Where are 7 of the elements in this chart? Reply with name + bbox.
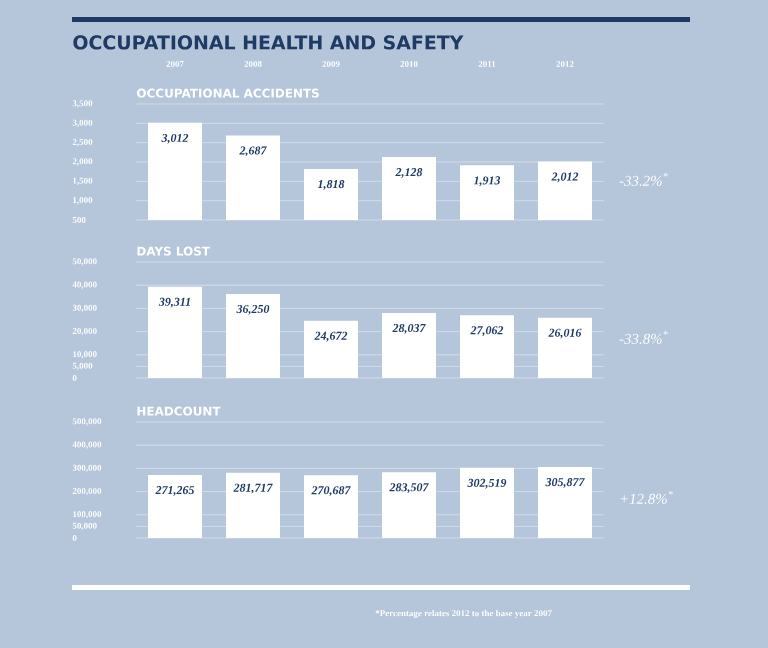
- chart-title: OCCUPATIONAL HEALTH AND SAFETY: [73, 35, 464, 50]
- bar: [148, 286, 202, 378]
- bar: [381, 312, 436, 378]
- bar: [459, 315, 514, 378]
- bar: [537, 317, 592, 378]
- bar: [304, 320, 358, 378]
- bar: [226, 293, 280, 378]
